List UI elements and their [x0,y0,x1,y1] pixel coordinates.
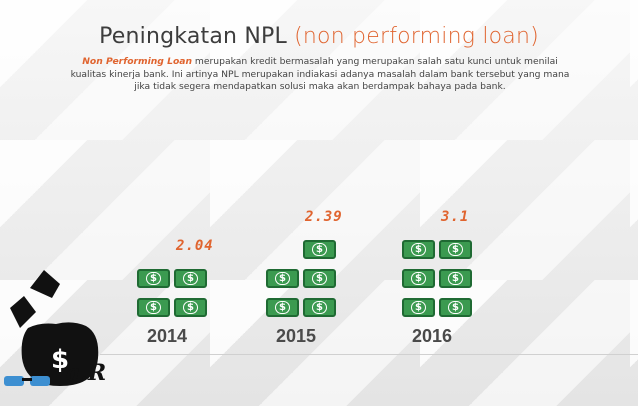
description: Non Performing Loan merupakan kredit ber… [70,56,570,94]
category-label-2016: 2016 [412,326,453,346]
dollar-bill-icon: $ [303,269,339,291]
dollar-bill-icon: $ [439,298,475,320]
dollar-bill-icon: $ [266,298,302,320]
title-paren: (non performing loan) [294,24,539,49]
dollar-bill-icon: $ [174,298,210,320]
dollar-bill-icon: $ [402,269,438,291]
svg-text:$: $ [51,345,69,375]
category-label-2015: 2015 [276,326,317,346]
dollar-bill-icon: $ [303,240,339,262]
money-bag-mascot-icon: $ [4,270,99,386]
dollar-bill-icon: $ [402,298,438,320]
dollar-bill-icon: $ [137,269,173,291]
data-label-2014: 2.04 [176,238,214,254]
category-label-2014: 2014 [147,326,188,346]
dollar-bill-icon: $ [303,298,339,320]
dollar-bill-icon: $ [439,240,475,262]
signature: a.R [66,360,107,386]
dollar-bill-icon: $ [439,269,475,291]
description-text: merupakan kredit bermasalah yang merupak… [70,56,570,93]
dollar-bill-icon: $ [402,240,438,262]
title-main: Peningkatan NPL [99,24,287,49]
data-label-2015: 2.39 [305,209,343,225]
dollar-bill-icon: $ [174,269,210,291]
dollar-bill-icon: $ [137,298,173,320]
data-label-2016: 3.1 [441,209,470,225]
dollar-bill-icon: $ [266,269,302,291]
baseline-divider [100,354,638,355]
description-term: Non Performing Loan [82,56,192,67]
page-title: Peningkatan NPL (non performing loan) [0,24,638,49]
